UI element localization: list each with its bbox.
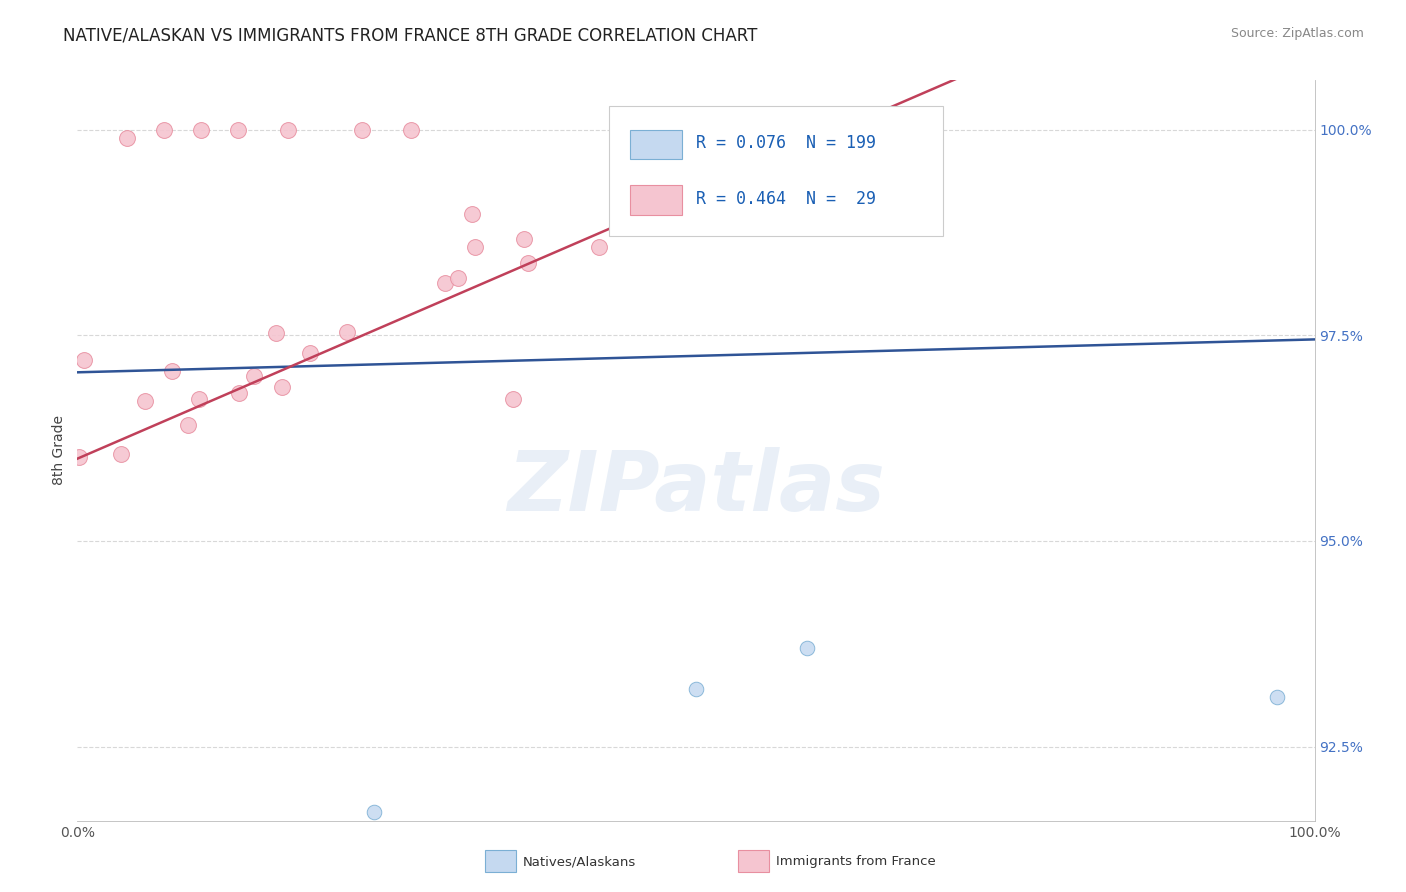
Point bbox=[72, 353, 94, 368]
Point bbox=[588, 239, 610, 253]
Point bbox=[516, 256, 538, 270]
Point bbox=[502, 392, 524, 407]
Text: R = 0.076  N = 199: R = 0.076 N = 199 bbox=[696, 134, 876, 153]
Point bbox=[67, 450, 90, 464]
Text: Natives/Alaskans: Natives/Alaskans bbox=[523, 855, 637, 868]
Point bbox=[266, 326, 288, 340]
Point bbox=[823, 114, 845, 128]
FancyBboxPatch shape bbox=[630, 130, 682, 160]
Y-axis label: 8th Grade: 8th Grade bbox=[52, 416, 66, 485]
Point bbox=[177, 418, 200, 433]
Point bbox=[271, 380, 294, 394]
Point bbox=[243, 369, 266, 384]
Point bbox=[299, 346, 322, 360]
Point bbox=[796, 640, 818, 655]
Point bbox=[190, 122, 212, 136]
Point bbox=[685, 681, 707, 696]
Text: NATIVE/ALASKAN VS IMMIGRANTS FROM FRANCE 8TH GRADE CORRELATION CHART: NATIVE/ALASKAN VS IMMIGRANTS FROM FRANCE… bbox=[63, 27, 758, 45]
Point bbox=[115, 131, 138, 145]
FancyBboxPatch shape bbox=[609, 106, 943, 235]
Point bbox=[226, 122, 249, 136]
Text: Source: ZipAtlas.com: Source: ZipAtlas.com bbox=[1230, 27, 1364, 40]
FancyBboxPatch shape bbox=[630, 186, 682, 215]
Text: ZIPatlas: ZIPatlas bbox=[508, 447, 884, 528]
Text: Immigrants from France: Immigrants from France bbox=[776, 855, 936, 868]
Point bbox=[153, 122, 176, 136]
Point bbox=[134, 393, 156, 408]
Point bbox=[447, 271, 470, 285]
Point bbox=[513, 232, 536, 246]
Point bbox=[228, 386, 250, 401]
Point bbox=[336, 325, 359, 339]
Point bbox=[110, 447, 132, 461]
Point bbox=[160, 364, 183, 378]
Point bbox=[277, 122, 299, 136]
Point bbox=[350, 122, 373, 136]
Point bbox=[461, 207, 484, 221]
Point bbox=[363, 805, 385, 820]
Point bbox=[401, 122, 423, 136]
Point bbox=[188, 392, 211, 407]
Text: R = 0.464  N =  29: R = 0.464 N = 29 bbox=[696, 190, 876, 208]
Point bbox=[1267, 690, 1289, 705]
Point bbox=[463, 240, 485, 254]
Point bbox=[434, 276, 457, 290]
